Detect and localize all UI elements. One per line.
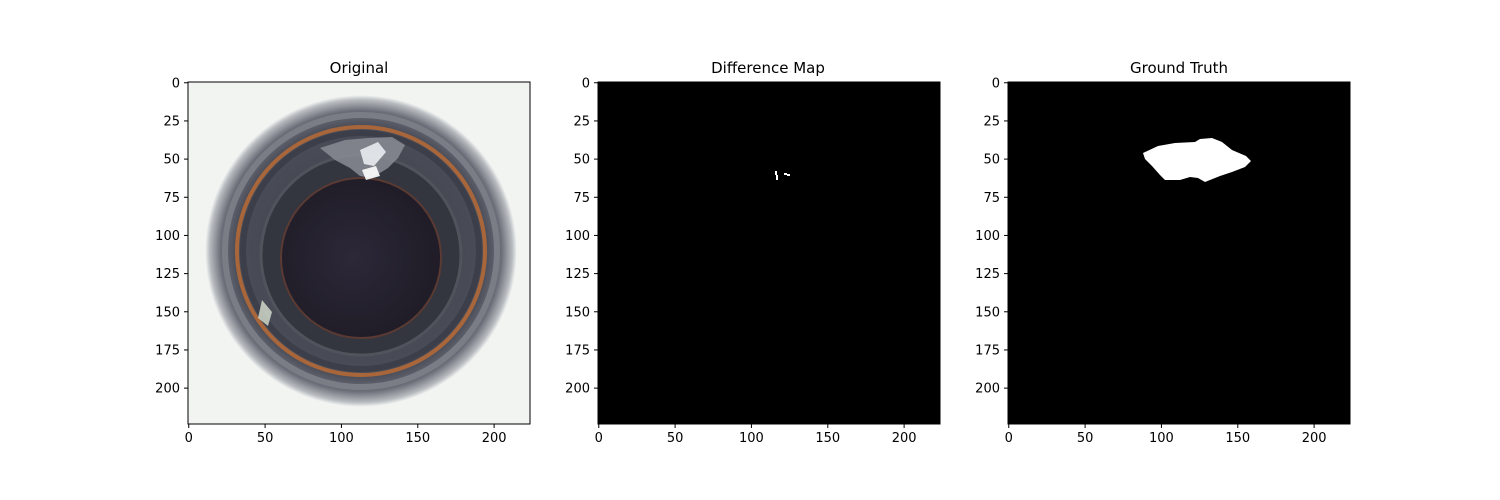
y-tick-label: 125: [565, 267, 590, 282]
x-tick-label: 200: [892, 431, 917, 446]
x-tick-label: 0: [185, 431, 193, 446]
y-tick-label: 150: [975, 305, 1000, 320]
x-tick-label: 150: [405, 431, 430, 446]
y-tick-label: 175: [975, 343, 1000, 358]
panel-ground-truth: Ground Truth 0 50 100 150 200 0 25 50 75 100 125 15…: [975, 59, 1351, 446]
x-tick-label: 50: [667, 431, 684, 446]
ground-truth-image: [1008, 82, 1350, 424]
y-tick-label: 200: [975, 382, 1000, 397]
y-tick-label: 125: [975, 267, 1000, 282]
y-tick-label: 50: [983, 153, 1000, 168]
y-tick-label: 100: [565, 229, 590, 244]
y-tick-label: 75: [983, 191, 1000, 206]
bottle-image: [188, 82, 530, 424]
y-tick-label: 50: [573, 153, 590, 168]
y-tick-label: 150: [565, 305, 590, 320]
difference-blobs: [775, 171, 790, 180]
x-tick-label: 100: [739, 431, 764, 446]
y-tick-label: 175: [155, 343, 180, 358]
x-tick-label: 0: [595, 431, 603, 446]
x-tick-label: 200: [482, 431, 507, 446]
x-tick-label: 100: [329, 431, 354, 446]
difference-map-image: [598, 82, 940, 424]
panel-title-ground-truth: Ground Truth: [1130, 59, 1228, 77]
y-tick-label: 150: [155, 305, 180, 320]
axes-ground-truth: 0 50 100 150 200 0 25 50 75 100 125 150 175 200: [975, 76, 1326, 446]
y-tick-label: 25: [163, 114, 180, 129]
x-tick-label: 150: [1225, 431, 1250, 446]
y-tick-label: 0: [172, 76, 180, 91]
x-tick-label: 50: [1077, 431, 1094, 446]
panel-title-difference-map: Difference Map: [711, 59, 825, 77]
panel-difference-map: Difference Map 0 50 100 150 200 0 25 50 75 100 125…: [565, 59, 941, 446]
y-tick-label: 175: [565, 343, 590, 358]
y-tick-label: 50: [163, 153, 180, 168]
y-tick-label: 125: [155, 267, 180, 282]
y-tick-label: 25: [983, 114, 1000, 129]
x-tick-label: 0: [1005, 431, 1013, 446]
x-tick-label: 200: [1302, 431, 1327, 446]
y-tick-label: 0: [992, 76, 1000, 91]
y-tick-label: 25: [573, 114, 590, 129]
y-tick-label: 75: [163, 191, 180, 206]
y-tick-label: 100: [155, 229, 180, 244]
ground-truth-mask: [1143, 138, 1251, 182]
x-tick-label: 50: [257, 431, 274, 446]
y-tick-label: 0: [582, 76, 590, 91]
y-tick-label: 100: [975, 229, 1000, 244]
x-tick-label: 150: [815, 431, 840, 446]
axes-difference-map: 0 50 100 150 200 0 25 50 75 100 125 150 175 200: [565, 76, 916, 446]
y-tick-label: 75: [573, 191, 590, 206]
x-tick-label: 100: [1149, 431, 1174, 446]
axes-original: 0 50 100 150 200 0 25 50 75 100 125 150 175 200: [155, 76, 506, 446]
y-tick-label: 200: [155, 382, 180, 397]
panel-original: Original 0 50 100 150 200 0 25 50 75 100 125 150 175…: [155, 59, 531, 446]
y-tick-label: 200: [565, 382, 590, 397]
panel-title-original: Original: [330, 59, 389, 77]
